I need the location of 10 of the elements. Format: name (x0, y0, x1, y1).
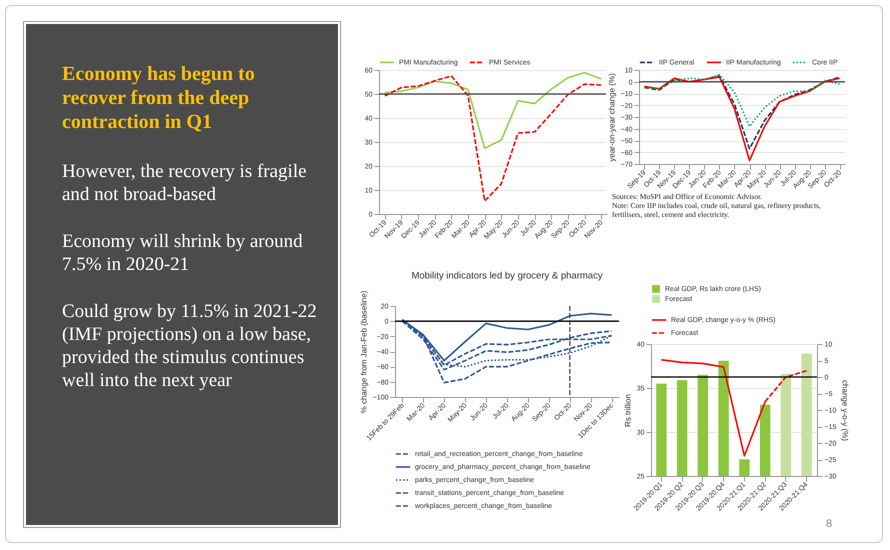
y-axis-title: % change from Jan-Feb (baseline) (360, 290, 369, 414)
text: Economy has begun to recover from the deep contraction in Q1 (62, 62, 256, 134)
y-axis-title: year-on-year change (%) (608, 72, 617, 162)
text: Economy will shrink by around 7.5% in 2020-21 (62, 230, 304, 276)
text: 8 (826, 518, 834, 530)
text: However, the recovery is fragile and not broad-based (62, 160, 308, 206)
y-axis-title: Rs trillion (624, 394, 633, 427)
y2-axis-title: change y-o-y (%) (840, 380, 850, 442)
text: Could grow by 11.5% in 2021-22 (IMF projections) on a low base, provided the stimulus continues well into the next year (62, 300, 318, 392)
chart-title: Mobility indicators led by grocery & pharmacy (411, 270, 603, 282)
